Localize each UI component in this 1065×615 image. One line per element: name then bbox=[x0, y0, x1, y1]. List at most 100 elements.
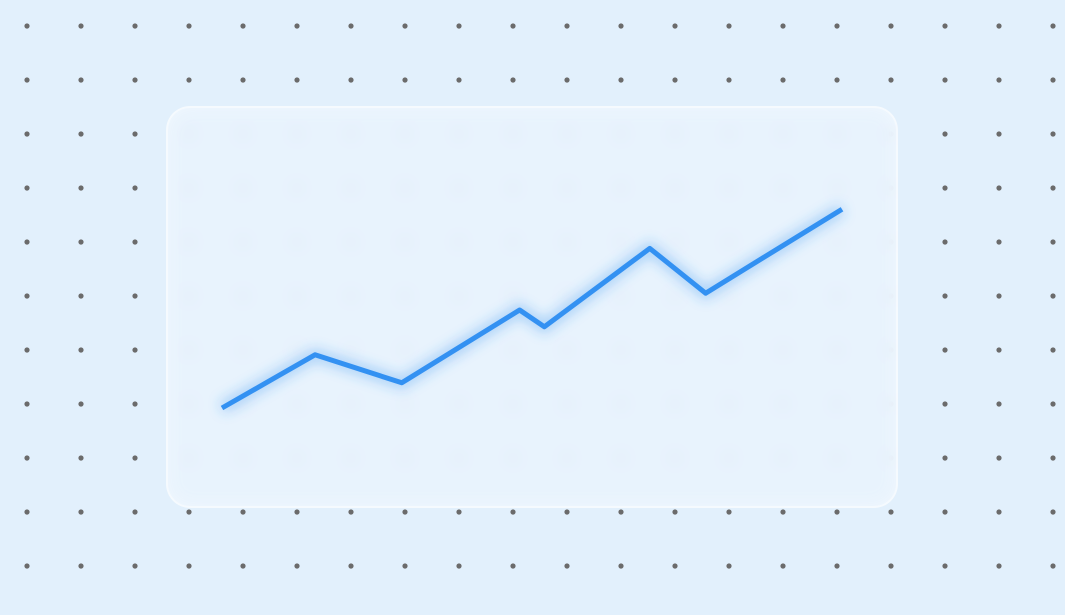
background-dot bbox=[510, 509, 516, 515]
background-dot bbox=[402, 509, 408, 515]
background-dot bbox=[996, 563, 1002, 569]
background-dot bbox=[294, 509, 300, 515]
background-dot bbox=[726, 563, 732, 569]
background-dot bbox=[24, 563, 30, 569]
background-dot bbox=[672, 77, 678, 83]
background-dot bbox=[672, 509, 678, 515]
background-dot bbox=[834, 77, 840, 83]
background-dot bbox=[1050, 185, 1056, 191]
background-dot bbox=[834, 509, 840, 515]
background-dot bbox=[456, 563, 462, 569]
background-dot bbox=[888, 509, 894, 515]
background-dot bbox=[132, 509, 138, 515]
background-dot bbox=[348, 77, 354, 83]
background-dot bbox=[132, 401, 138, 407]
background-dot bbox=[456, 509, 462, 515]
background-dot bbox=[24, 131, 30, 137]
background-dot bbox=[78, 131, 84, 137]
background-dot bbox=[834, 563, 840, 569]
background-dot bbox=[564, 23, 570, 29]
background-dot bbox=[780, 563, 786, 569]
background-dot bbox=[942, 77, 948, 83]
background-dot bbox=[402, 563, 408, 569]
background-dot bbox=[672, 23, 678, 29]
background-dot bbox=[24, 23, 30, 29]
background-dot bbox=[24, 185, 30, 191]
background-dot bbox=[1050, 509, 1056, 515]
background-dot bbox=[1050, 239, 1056, 245]
background-dot bbox=[24, 239, 30, 245]
background-dot bbox=[186, 563, 192, 569]
series-line bbox=[220, 207, 844, 411]
background-dot bbox=[240, 23, 246, 29]
background-dot bbox=[1050, 131, 1056, 137]
background-dot bbox=[996, 77, 1002, 83]
background-dot bbox=[888, 23, 894, 29]
background-dot bbox=[78, 185, 84, 191]
background-dot bbox=[240, 77, 246, 83]
background-dot bbox=[510, 563, 516, 569]
background-dot bbox=[942, 509, 948, 515]
background-dot bbox=[132, 239, 138, 245]
background-dot bbox=[78, 77, 84, 83]
background-dot bbox=[996, 131, 1002, 137]
background-dot bbox=[942, 185, 948, 191]
background-dot bbox=[132, 131, 138, 137]
background-dot bbox=[132, 347, 138, 353]
background-dot bbox=[726, 77, 732, 83]
background-dot bbox=[24, 293, 30, 299]
background-dot bbox=[132, 77, 138, 83]
background-dot bbox=[942, 131, 948, 137]
background-dot bbox=[132, 563, 138, 569]
background-dot bbox=[132, 23, 138, 29]
background-dot bbox=[78, 401, 84, 407]
background-dot bbox=[942, 239, 948, 245]
background-dot bbox=[942, 293, 948, 299]
background-dot bbox=[24, 509, 30, 515]
background-dot bbox=[996, 293, 1002, 299]
background-dot bbox=[24, 455, 30, 461]
background-dot bbox=[888, 563, 894, 569]
background-dot bbox=[1050, 455, 1056, 461]
background-dot bbox=[78, 347, 84, 353]
background-dot bbox=[618, 509, 624, 515]
background-dot bbox=[510, 23, 516, 29]
background-dot bbox=[996, 509, 1002, 515]
background-dot bbox=[132, 185, 138, 191]
background-dot bbox=[1050, 77, 1056, 83]
background-dot bbox=[348, 563, 354, 569]
background-dot bbox=[834, 23, 840, 29]
background-dot bbox=[402, 23, 408, 29]
background-dot bbox=[186, 509, 192, 515]
background-dot bbox=[726, 509, 732, 515]
background-dot bbox=[294, 563, 300, 569]
background-dot bbox=[996, 239, 1002, 245]
background-dot bbox=[1050, 23, 1056, 29]
background-dot bbox=[780, 509, 786, 515]
background-dot bbox=[942, 23, 948, 29]
background-dot bbox=[402, 77, 408, 83]
background-dot bbox=[456, 23, 462, 29]
background-dot bbox=[996, 185, 1002, 191]
series-line-glow bbox=[219, 204, 846, 414]
background-dot bbox=[78, 563, 84, 569]
background-dot bbox=[294, 23, 300, 29]
background-dot bbox=[996, 455, 1002, 461]
background-dot bbox=[78, 23, 84, 29]
background-dot bbox=[1050, 401, 1056, 407]
background-dot bbox=[780, 23, 786, 29]
background-dot bbox=[1050, 563, 1056, 569]
background-dot bbox=[132, 293, 138, 299]
background-dot bbox=[780, 77, 786, 83]
background-dot bbox=[1050, 293, 1056, 299]
background-dot bbox=[510, 77, 516, 83]
background-dot bbox=[240, 509, 246, 515]
background-dot bbox=[24, 401, 30, 407]
background-dot bbox=[348, 509, 354, 515]
background-dot bbox=[186, 23, 192, 29]
background-dot bbox=[1050, 347, 1056, 353]
background-dot bbox=[942, 455, 948, 461]
background-dot bbox=[942, 347, 948, 353]
background-dot bbox=[24, 347, 30, 353]
background-dot bbox=[78, 455, 84, 461]
